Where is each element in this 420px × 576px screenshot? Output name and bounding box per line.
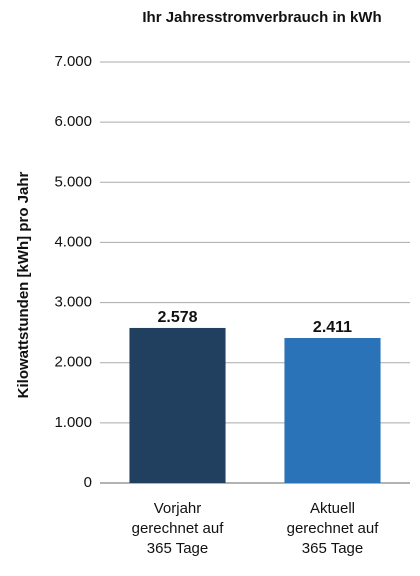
y-tick-label: 0: [84, 474, 92, 491]
chart-title: Ihr Jahresstromverbrauch in kWh: [142, 9, 381, 26]
bar: [284, 337, 381, 483]
y-tick-label: 3.000: [54, 294, 92, 311]
y-tick-label: 4.000: [54, 233, 92, 250]
value-label: 2.578: [157, 309, 197, 326]
y-tick-label: 6.000: [54, 113, 92, 130]
y-tick-label: 5.000: [54, 173, 92, 190]
y-axis-label: Kilowattstunden [kWh] pro Jahr: [15, 172, 32, 399]
x-tick-label: Vorjahr gerechnet auf 365 Tage: [131, 500, 224, 557]
y-tick-label: 2.000: [54, 354, 92, 371]
bar: [129, 327, 226, 483]
y-tick-label: 7.000: [54, 53, 92, 70]
x-tick-label: Aktuell gerechnet auf 365 Tage: [286, 500, 379, 557]
value-label: 2.411: [313, 319, 352, 336]
y-tick-label: 1.000: [54, 414, 92, 431]
